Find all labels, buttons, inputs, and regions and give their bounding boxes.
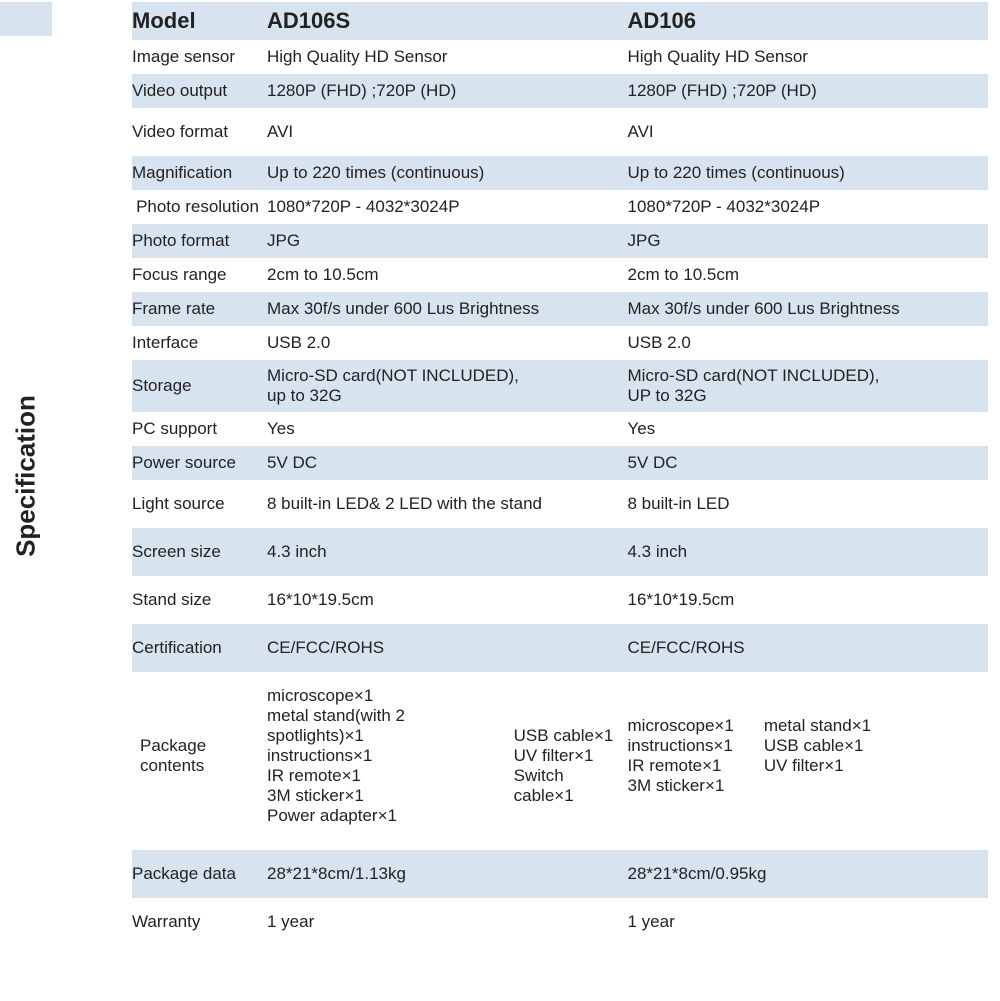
table-row: Photo resolution1080*720P - 4032*3024P10… <box>132 190 988 224</box>
row-label: Certification <box>132 632 267 664</box>
row-value-b: CE/FCC/ROHS <box>628 632 989 664</box>
header-col-a: AD106S <box>267 2 628 40</box>
spec-table: Model AD106S AD106 Image sensorHigh Qual… <box>132 2 988 946</box>
row-value-b: Yes <box>628 413 989 445</box>
table-row: Package data28*21*8cm/1.13kg28*21*8cm/0.… <box>132 850 988 898</box>
row-value-a: Max 30f/s under 600 Lus Brightness <box>267 293 628 325</box>
row-label: Light source <box>132 488 267 520</box>
row-label: Package contents <box>132 730 267 782</box>
row-value-a: High Quality HD Sensor <box>267 41 628 73</box>
row-label: PC support <box>132 413 267 445</box>
header-label: Model <box>132 2 267 40</box>
row-value-b: 16*10*19.5cm <box>628 584 989 616</box>
row-value-b: 8 built-in LED <box>628 488 989 520</box>
row-label: Storage <box>132 370 267 402</box>
row-label: Frame rate <box>132 293 267 325</box>
row-value-b: 28*21*8cm/0.95kg <box>628 858 989 890</box>
row-value-b: Up to 220 times (continuous) <box>628 157 989 189</box>
row-value-b: JPG <box>628 225 989 257</box>
row-value-b: AVI <box>628 116 989 148</box>
side-label: Specification <box>11 395 42 557</box>
package-a-col1: microscope×1 metal stand(with 2 spotligh… <box>267 686 484 826</box>
row-label: Warranty <box>132 906 267 938</box>
row-value-a: 28*21*8cm/1.13kg <box>267 858 628 890</box>
row-value-a: microscope×1 metal stand(with 2 spotligh… <box>267 680 628 832</box>
table-row: Light source8 built-in LED& 2 LED with t… <box>132 480 988 528</box>
table-row: StorageMicro-SD card(NOT INCLUDED), up t… <box>132 360 988 412</box>
row-value-b: 1280P (FHD) ;720P (HD) <box>628 75 989 107</box>
package-b-col2: metal stand×1 USB cable×1 UV filter×1 <box>764 716 871 796</box>
table-row: Warranty1 year1 year <box>132 898 988 946</box>
row-value-a: 4.3 inch <box>267 536 628 568</box>
table-row: PC supportYesYes <box>132 412 988 446</box>
row-value-b: 4.3 inch <box>628 536 989 568</box>
row-value-b: 5V DC <box>628 447 989 479</box>
gap-column <box>52 2 132 946</box>
row-value-a: 2cm to 10.5cm <box>267 259 628 291</box>
row-label: Video format <box>132 116 267 148</box>
row-label: Photo format <box>132 225 267 257</box>
row-value-a: 1 year <box>267 906 628 938</box>
table-row: MagnificationUp to 220 times (continuous… <box>132 156 988 190</box>
table-header-row: Model AD106S AD106 <box>132 2 988 40</box>
row-value-a: 16*10*19.5cm <box>267 584 628 616</box>
table-row: Screen size4.3 inch4.3 inch <box>132 528 988 576</box>
row-value-a: Up to 220 times (continuous) <box>267 157 628 189</box>
table-row: Photo formatJPGJPG <box>132 224 988 258</box>
table-row: Frame rateMax 30f/s under 600 Lus Bright… <box>132 292 988 326</box>
row-value-b: Micro-SD card(NOT INCLUDED), UP to 32G <box>628 360 989 412</box>
header-col-b: AD106 <box>628 2 989 40</box>
row-value-a: Yes <box>267 413 628 445</box>
row-value-b: USB 2.0 <box>628 327 989 359</box>
spec-table-container: Specification Model AD106S AD106 Image s… <box>0 0 1000 946</box>
row-value-a: CE/FCC/ROHS <box>267 632 628 664</box>
row-value-b: High Quality HD Sensor <box>628 41 989 73</box>
package-contents-row: Package contentsmicroscope×1 metal stand… <box>132 672 988 850</box>
table-row: Power source5V DC5V DC <box>132 446 988 480</box>
row-value-a: 8 built-in LED& 2 LED with the stand <box>267 488 628 520</box>
row-label: Magnification <box>132 157 267 189</box>
row-value-b: 1 year <box>628 906 989 938</box>
row-label: Stand size <box>132 584 267 616</box>
table-row: CertificationCE/FCC/ROHSCE/FCC/ROHS <box>132 624 988 672</box>
package-b-col1: microscope×1 instructions×1 IR remote×1 … <box>628 716 734 796</box>
row-value-b: 1080*720P - 4032*3024P <box>628 191 989 223</box>
row-label: Interface <box>132 327 267 359</box>
row-value-a: Micro-SD card(NOT INCLUDED), up to 32G <box>267 360 628 412</box>
row-value-a: 1280P (FHD) ;720P (HD) <box>267 75 628 107</box>
package-a-col2: USB cable×1 UV filter×1 Switch cable×1 <box>514 686 618 826</box>
row-value-b: 2cm to 10.5cm <box>628 259 989 291</box>
table-row: Stand size16*10*19.5cm16*10*19.5cm <box>132 576 988 624</box>
row-label: Screen size <box>132 536 267 568</box>
table-row: Focus range2cm to 10.5cm2cm to 10.5cm <box>132 258 988 292</box>
row-value-a: 1080*720P - 4032*3024P <box>267 191 628 223</box>
row-label: Power source <box>132 447 267 479</box>
row-value-a: JPG <box>267 225 628 257</box>
row-value-b: microscope×1 instructions×1 IR remote×1 … <box>628 710 989 802</box>
row-value-a: AVI <box>267 116 628 148</box>
table-row: Video formatAVIAVI <box>132 108 988 156</box>
row-label: Photo resolution <box>132 191 267 223</box>
table-row: InterfaceUSB 2.0USB 2.0 <box>132 326 988 360</box>
table-row: Video output1280P (FHD) ;720P (HD)1280P … <box>132 74 988 108</box>
side-header-block <box>0 2 52 36</box>
row-value-b: Max 30f/s under 600 Lus Brightness <box>628 293 989 325</box>
row-label: Video output <box>132 75 267 107</box>
row-label: Package data <box>132 858 267 890</box>
row-label: Image sensor <box>132 41 267 73</box>
row-label: Focus range <box>132 259 267 291</box>
row-value-a: USB 2.0 <box>267 327 628 359</box>
side-column: Specification <box>0 2 52 946</box>
row-value-a: 5V DC <box>267 447 628 479</box>
table-row: Image sensorHigh Quality HD SensorHigh Q… <box>132 40 988 74</box>
